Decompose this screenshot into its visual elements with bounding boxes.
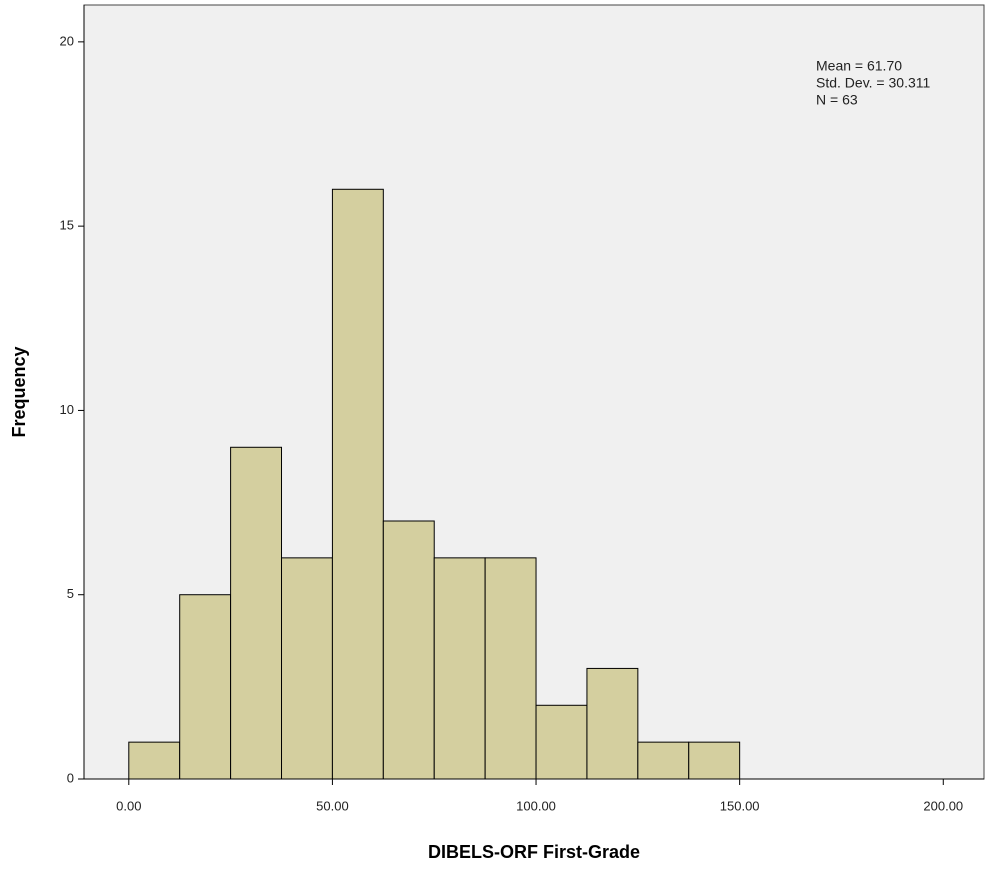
x-tick-label: 0.00 (116, 798, 141, 813)
bar (535, 704, 588, 780)
bar (128, 741, 181, 780)
bar (179, 594, 232, 780)
bar (433, 557, 486, 780)
x-tick-label: 150.00 (720, 798, 760, 813)
annotation: Mean = 61.70 (816, 58, 902, 74)
x-tick-label: 50.00 (316, 798, 349, 813)
annotation: N = 63 (816, 92, 858, 108)
bar (230, 446, 283, 780)
y-tick-label: 10 (60, 402, 74, 417)
y-tick-label: 15 (60, 218, 74, 233)
y-tick-label: 0 (67, 770, 74, 785)
bar (484, 557, 537, 780)
y-axis-title: Frequency (9, 346, 29, 437)
bar (586, 667, 639, 780)
bar (281, 557, 333, 780)
x-tick-label: 100.00 (516, 798, 556, 813)
bar (331, 188, 384, 780)
x-tick-label: 200.00 (923, 798, 963, 813)
bar (688, 741, 741, 780)
annotation: Std. Dev. = 30.311 (816, 75, 930, 91)
bar (382, 520, 435, 780)
y-tick-label: 5 (67, 586, 74, 601)
y-tick-label: 20 (60, 33, 74, 48)
bar (637, 741, 690, 780)
x-axis-title: DIBELS-ORF First-Grade (428, 842, 640, 862)
